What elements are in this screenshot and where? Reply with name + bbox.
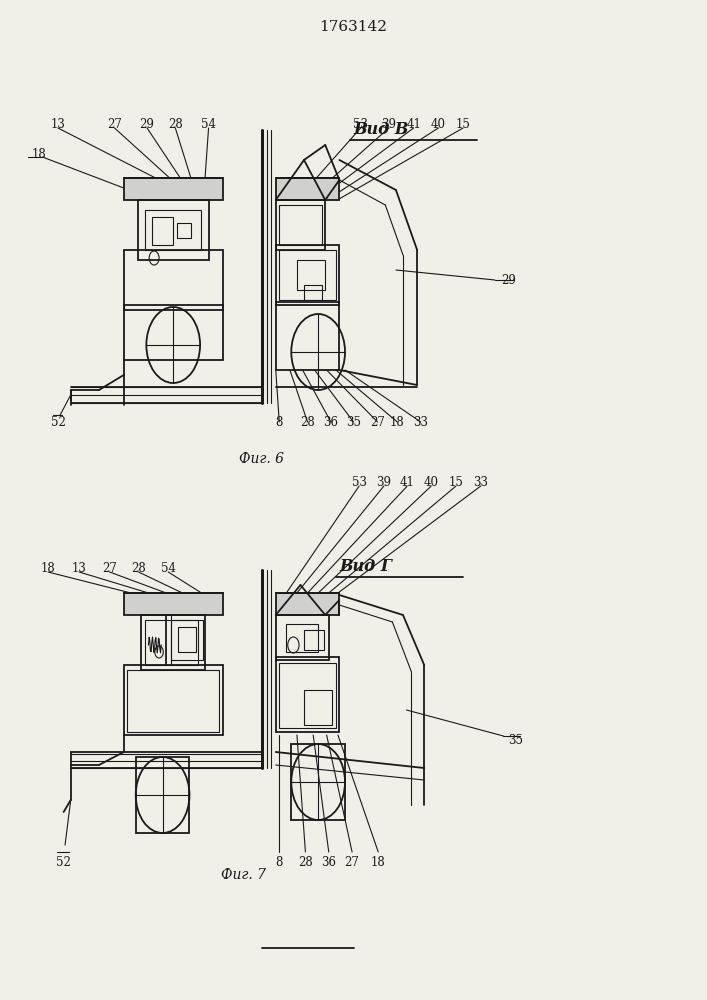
Text: 28: 28 bbox=[300, 416, 315, 428]
Text: 28: 28 bbox=[168, 117, 182, 130]
Text: 39: 39 bbox=[381, 117, 397, 130]
Text: 36: 36 bbox=[323, 416, 339, 428]
Bar bbox=[304, 285, 322, 300]
Text: 40: 40 bbox=[431, 117, 446, 130]
Bar bbox=[141, 615, 205, 670]
Text: 28: 28 bbox=[132, 562, 146, 574]
Text: 41: 41 bbox=[399, 476, 415, 488]
Bar bbox=[276, 657, 339, 732]
Text: 53: 53 bbox=[351, 476, 367, 488]
Bar bbox=[124, 250, 223, 310]
Text: 33: 33 bbox=[473, 476, 489, 488]
Bar bbox=[304, 630, 324, 650]
Text: 52: 52 bbox=[50, 416, 66, 428]
Text: Фиг. 6: Фиг. 6 bbox=[239, 452, 284, 466]
Bar bbox=[152, 217, 173, 245]
Bar bbox=[138, 200, 209, 260]
Text: 54: 54 bbox=[201, 117, 216, 130]
Bar bbox=[136, 757, 189, 833]
Bar bbox=[276, 615, 329, 660]
Text: 29: 29 bbox=[139, 117, 155, 130]
Bar bbox=[178, 627, 196, 652]
Bar bbox=[286, 624, 318, 652]
Text: 36: 36 bbox=[321, 856, 337, 868]
Text: 41: 41 bbox=[406, 117, 421, 130]
Bar bbox=[297, 260, 325, 290]
Text: 39: 39 bbox=[376, 476, 392, 488]
Text: 18: 18 bbox=[371, 856, 385, 868]
Bar bbox=[127, 670, 219, 732]
Text: 35: 35 bbox=[346, 416, 361, 428]
Bar bbox=[276, 593, 339, 615]
Bar bbox=[279, 205, 322, 245]
Bar bbox=[276, 302, 339, 370]
Text: 33: 33 bbox=[413, 416, 428, 428]
Bar bbox=[291, 744, 345, 820]
Bar bbox=[276, 245, 339, 305]
Bar bbox=[124, 305, 223, 360]
Bar bbox=[145, 620, 198, 665]
Text: 35: 35 bbox=[508, 734, 524, 746]
Text: 13: 13 bbox=[71, 562, 87, 574]
Bar bbox=[276, 200, 325, 250]
Bar bbox=[124, 593, 223, 615]
Text: 54: 54 bbox=[160, 562, 176, 574]
Text: 13: 13 bbox=[50, 117, 66, 130]
Bar bbox=[276, 178, 339, 200]
Text: 27: 27 bbox=[107, 117, 122, 130]
Text: 15: 15 bbox=[448, 476, 464, 488]
Text: 28: 28 bbox=[298, 856, 312, 868]
Text: Вид В: Вид В bbox=[354, 121, 409, 138]
Text: 27: 27 bbox=[102, 562, 117, 574]
Text: 52: 52 bbox=[56, 856, 71, 868]
Bar bbox=[145, 210, 201, 250]
Bar bbox=[279, 250, 336, 300]
Text: 15: 15 bbox=[455, 117, 471, 130]
Bar bbox=[124, 665, 223, 735]
Text: 29: 29 bbox=[501, 273, 517, 286]
Text: 40: 40 bbox=[423, 476, 439, 488]
Text: 1763142: 1763142 bbox=[320, 20, 387, 34]
Text: 8: 8 bbox=[276, 856, 283, 868]
Text: 53: 53 bbox=[353, 117, 368, 130]
Bar bbox=[124, 178, 223, 200]
Text: 27: 27 bbox=[344, 856, 360, 868]
Text: 18: 18 bbox=[390, 416, 404, 428]
Text: Фиг. 7: Фиг. 7 bbox=[221, 868, 267, 882]
Text: 27: 27 bbox=[370, 416, 385, 428]
Bar bbox=[171, 620, 203, 660]
Text: 18: 18 bbox=[32, 147, 46, 160]
Text: Вид Г: Вид Г bbox=[339, 558, 392, 575]
Bar bbox=[177, 223, 191, 238]
Bar bbox=[304, 690, 332, 725]
Text: 18: 18 bbox=[41, 562, 55, 574]
Bar bbox=[279, 663, 336, 728]
Text: 8: 8 bbox=[276, 416, 283, 428]
